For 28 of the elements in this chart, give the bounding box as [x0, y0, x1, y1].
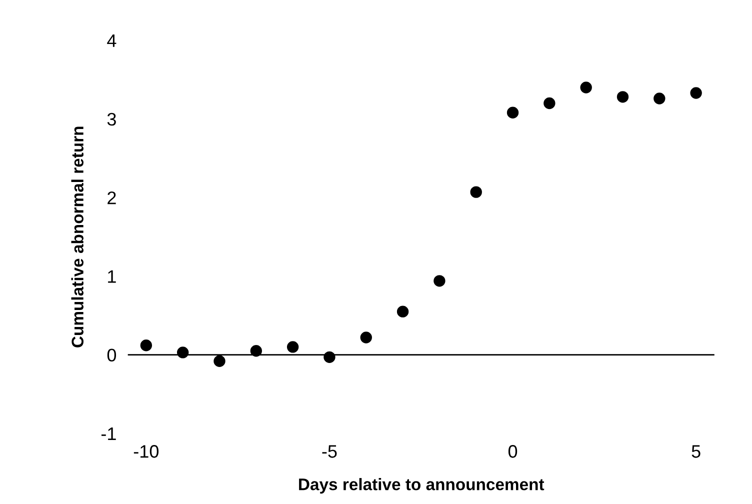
- y-tick-label: -1: [101, 428, 116, 440]
- y-axis-title: Cumulative abnormal return: [71, 126, 84, 348]
- y-tick-label: 1: [108, 270, 116, 283]
- point: [360, 332, 372, 344]
- x-axis-title: Days relative to announcement: [299, 478, 544, 494]
- x-tick-label: -10: [134, 445, 159, 458]
- point: [506, 106, 519, 118]
- point: [470, 186, 482, 198]
- x-tick-label: -5: [322, 445, 337, 458]
- y-tick-label: 0: [107, 348, 116, 362]
- point: [544, 97, 556, 110]
- x-tick-label: 5: [692, 445, 700, 458]
- y-tick-label: 4: [107, 34, 116, 47]
- point: [324, 351, 336, 364]
- point: [140, 340, 152, 352]
- point: [396, 306, 409, 318]
- y-tick-label: 2: [108, 192, 116, 204]
- point: [176, 346, 189, 358]
- point: [690, 87, 702, 99]
- point: [580, 82, 592, 94]
- point: [616, 91, 629, 103]
- point: [286, 341, 299, 353]
- point: [214, 355, 226, 367]
- point: [654, 92, 666, 104]
- x-tick-label: 0: [508, 445, 518, 458]
- point: [250, 345, 262, 357]
- y-tick-label: 3: [107, 112, 116, 126]
- point: [434, 275, 446, 287]
